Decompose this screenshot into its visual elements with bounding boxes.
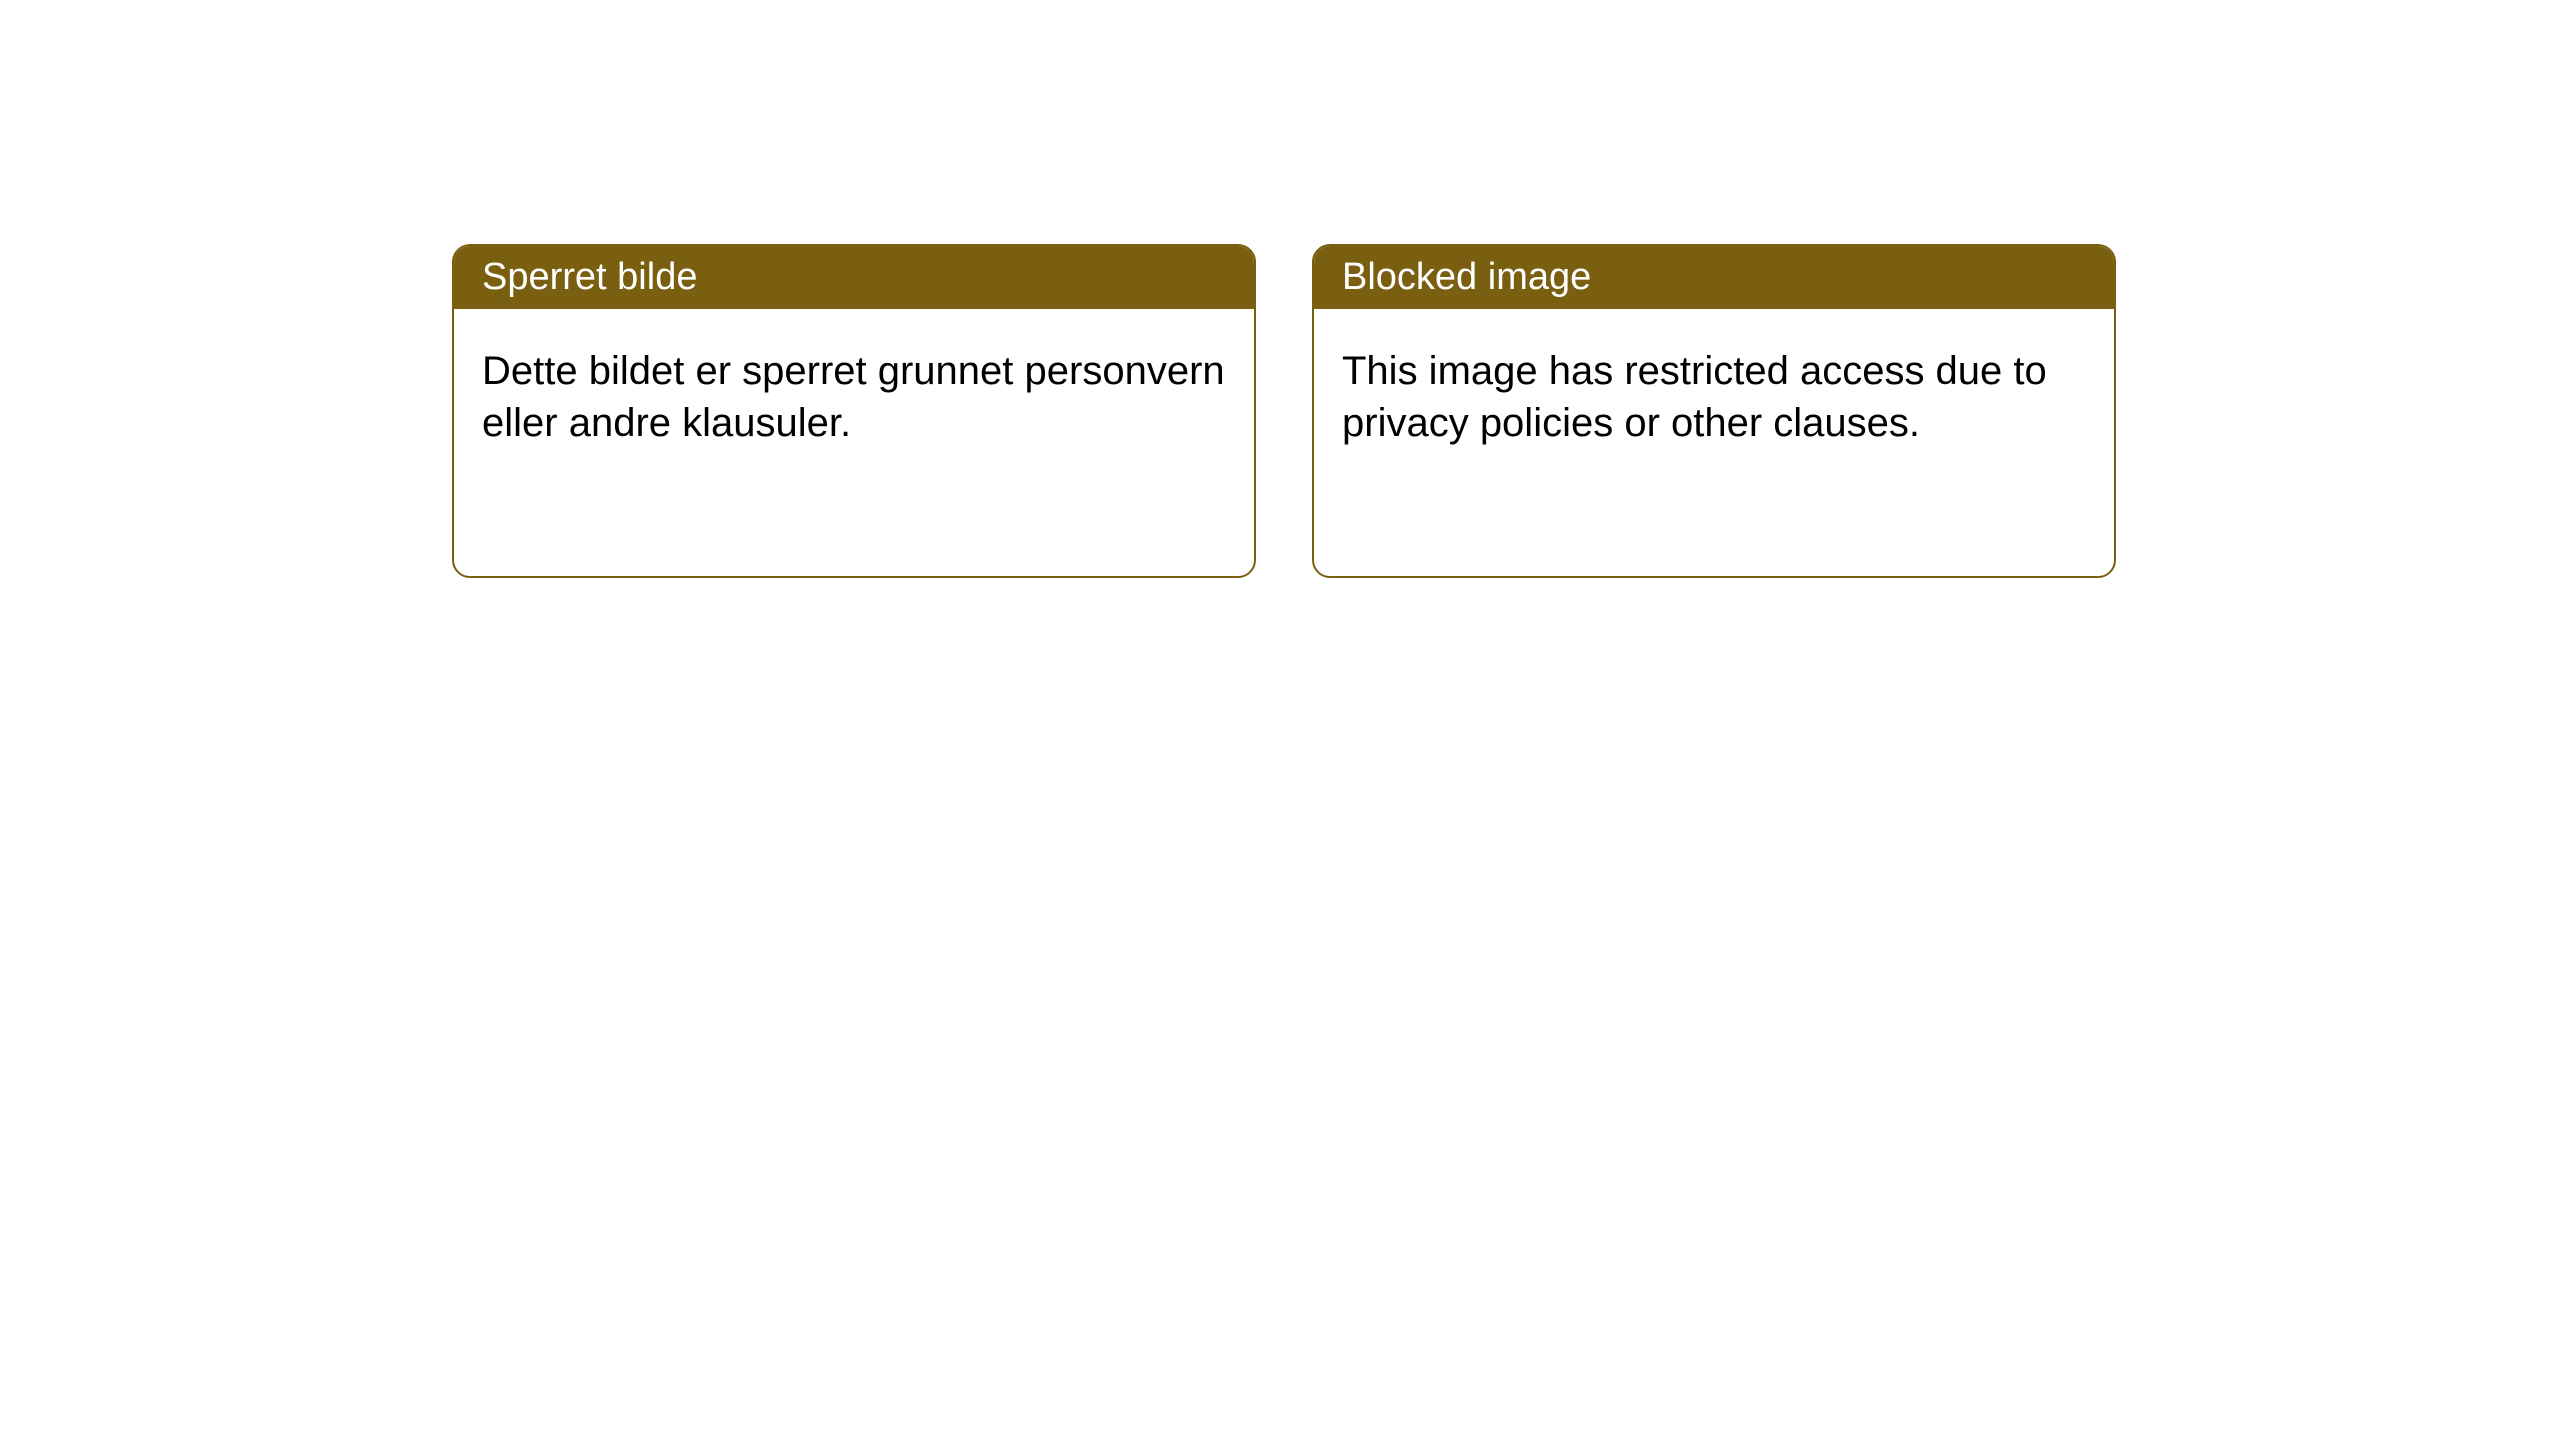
- card-body-text: Dette bildet er sperret grunnet personve…: [482, 349, 1225, 445]
- blocked-image-card-no: Sperret bilde Dette bildet er sperret gr…: [452, 244, 1256, 578]
- card-title: Blocked image: [1342, 256, 1591, 298]
- card-header: Blocked image: [1314, 246, 2114, 309]
- card-header: Sperret bilde: [454, 246, 1254, 309]
- notice-container: Sperret bilde Dette bildet er sperret gr…: [0, 0, 2560, 578]
- blocked-image-card-en: Blocked image This image has restricted …: [1312, 244, 2116, 578]
- card-body: This image has restricted access due to …: [1314, 309, 2114, 485]
- card-body: Dette bildet er sperret grunnet personve…: [454, 309, 1254, 485]
- card-title: Sperret bilde: [482, 256, 697, 298]
- card-body-text: This image has restricted access due to …: [1342, 349, 2047, 445]
